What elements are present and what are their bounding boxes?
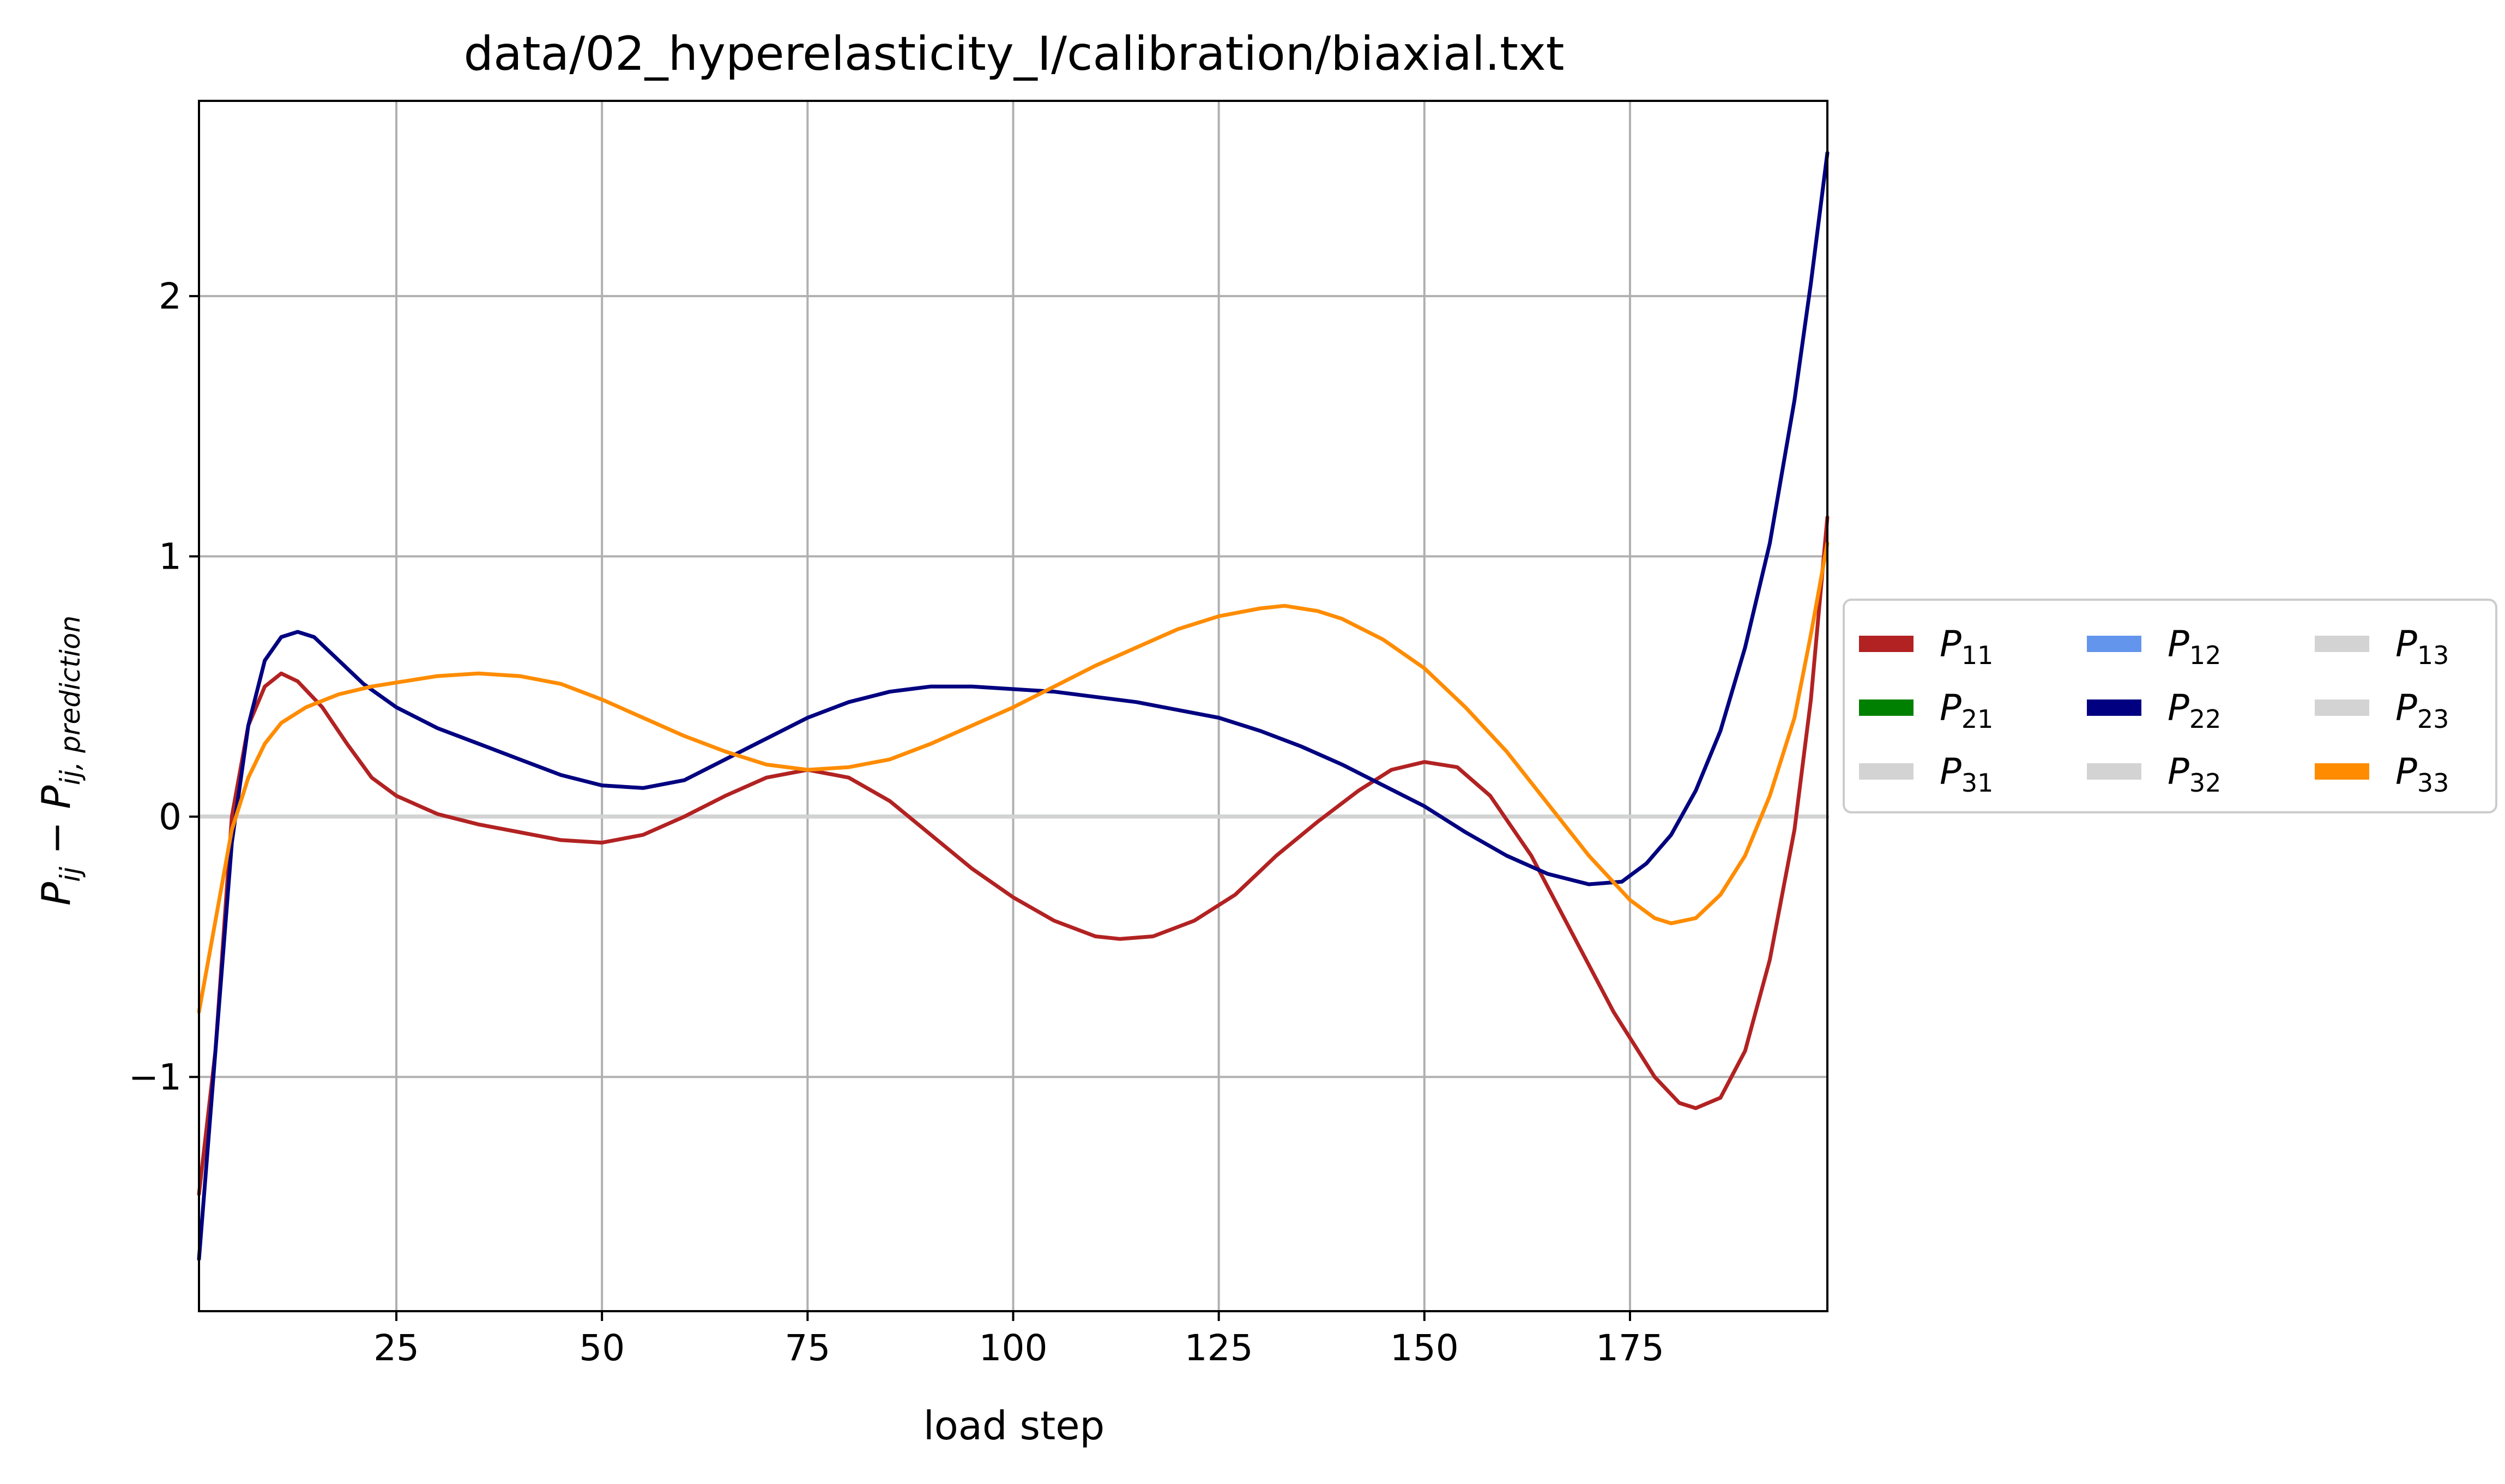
y-label-sub2: ij, prediction xyxy=(55,616,86,786)
y-label-minus: − xyxy=(33,809,79,867)
y-label-p2: P xyxy=(33,785,79,809)
legend-label-p23: P23 xyxy=(2395,687,2449,734)
legend-box xyxy=(1843,599,2497,813)
legend-swatch-p21 xyxy=(1859,699,1914,716)
legend-label-p33: P33 xyxy=(2395,751,2449,798)
x-axis-label: load step xyxy=(923,1403,1105,1449)
series-line-p11 xyxy=(197,515,1830,1196)
legend-label-p21: P21 xyxy=(1940,687,1993,734)
x-tick-label: 175 xyxy=(1596,1327,1664,1369)
legend-items: P11 P21 P31 P12 P22 P32 P13 P23 P33 xyxy=(1859,623,2449,798)
legend-label-p22: P22 xyxy=(2168,687,2221,734)
legend-swatch-p33 xyxy=(2315,763,2369,780)
y-tick-label: 1 xyxy=(159,535,182,577)
x-tick-label: 150 xyxy=(1390,1327,1459,1369)
x-tick-label: 50 xyxy=(579,1327,625,1369)
axis-ticks: 25 50 75 100 125 150 175 −1 0 1 2 xyxy=(129,275,1664,1369)
x-tick-label: 75 xyxy=(784,1327,830,1369)
legend-swatch-p22 xyxy=(2087,699,2141,716)
legend-swatch-p31 xyxy=(1859,763,1914,780)
series-line-p33 xyxy=(197,541,1830,1014)
legend-label-p31: P31 xyxy=(1940,751,1993,798)
legend-swatch-p11 xyxy=(1859,636,1914,652)
x-tick-label: 125 xyxy=(1185,1327,1253,1369)
series-line-p22 xyxy=(197,151,1830,1261)
y-tick-label: −1 xyxy=(129,1056,182,1098)
legend-label-p12: P12 xyxy=(2168,623,2221,670)
x-tick-label: 100 xyxy=(979,1327,1048,1369)
legend-swatch-p13 xyxy=(2315,636,2369,652)
legend-swatch-p23 xyxy=(2315,699,2369,716)
y-axis-label: Pij − Pij, prediction xyxy=(33,616,86,906)
legend-swatch-p12 xyxy=(2087,636,2141,652)
series-lines xyxy=(197,151,1830,1261)
legend-swatch-p32 xyxy=(2087,763,2141,780)
y-label-p1: P xyxy=(33,882,79,906)
chart-title: data/02_hyperelasticity_I/calibration/bi… xyxy=(464,27,1565,81)
y-tick-label: 0 xyxy=(159,796,182,838)
y-label-sub1: ij xyxy=(55,867,86,882)
legend-label-p32: P32 xyxy=(2168,751,2221,798)
legend-label-p11: P11 xyxy=(1940,623,1993,670)
legend: P11 P21 P31 P12 P22 P32 P13 P23 P33 xyxy=(1843,599,2497,813)
y-tick-label: 2 xyxy=(159,275,182,317)
x-tick-label: 25 xyxy=(373,1327,419,1369)
legend-label-p13: P13 xyxy=(2395,623,2449,670)
